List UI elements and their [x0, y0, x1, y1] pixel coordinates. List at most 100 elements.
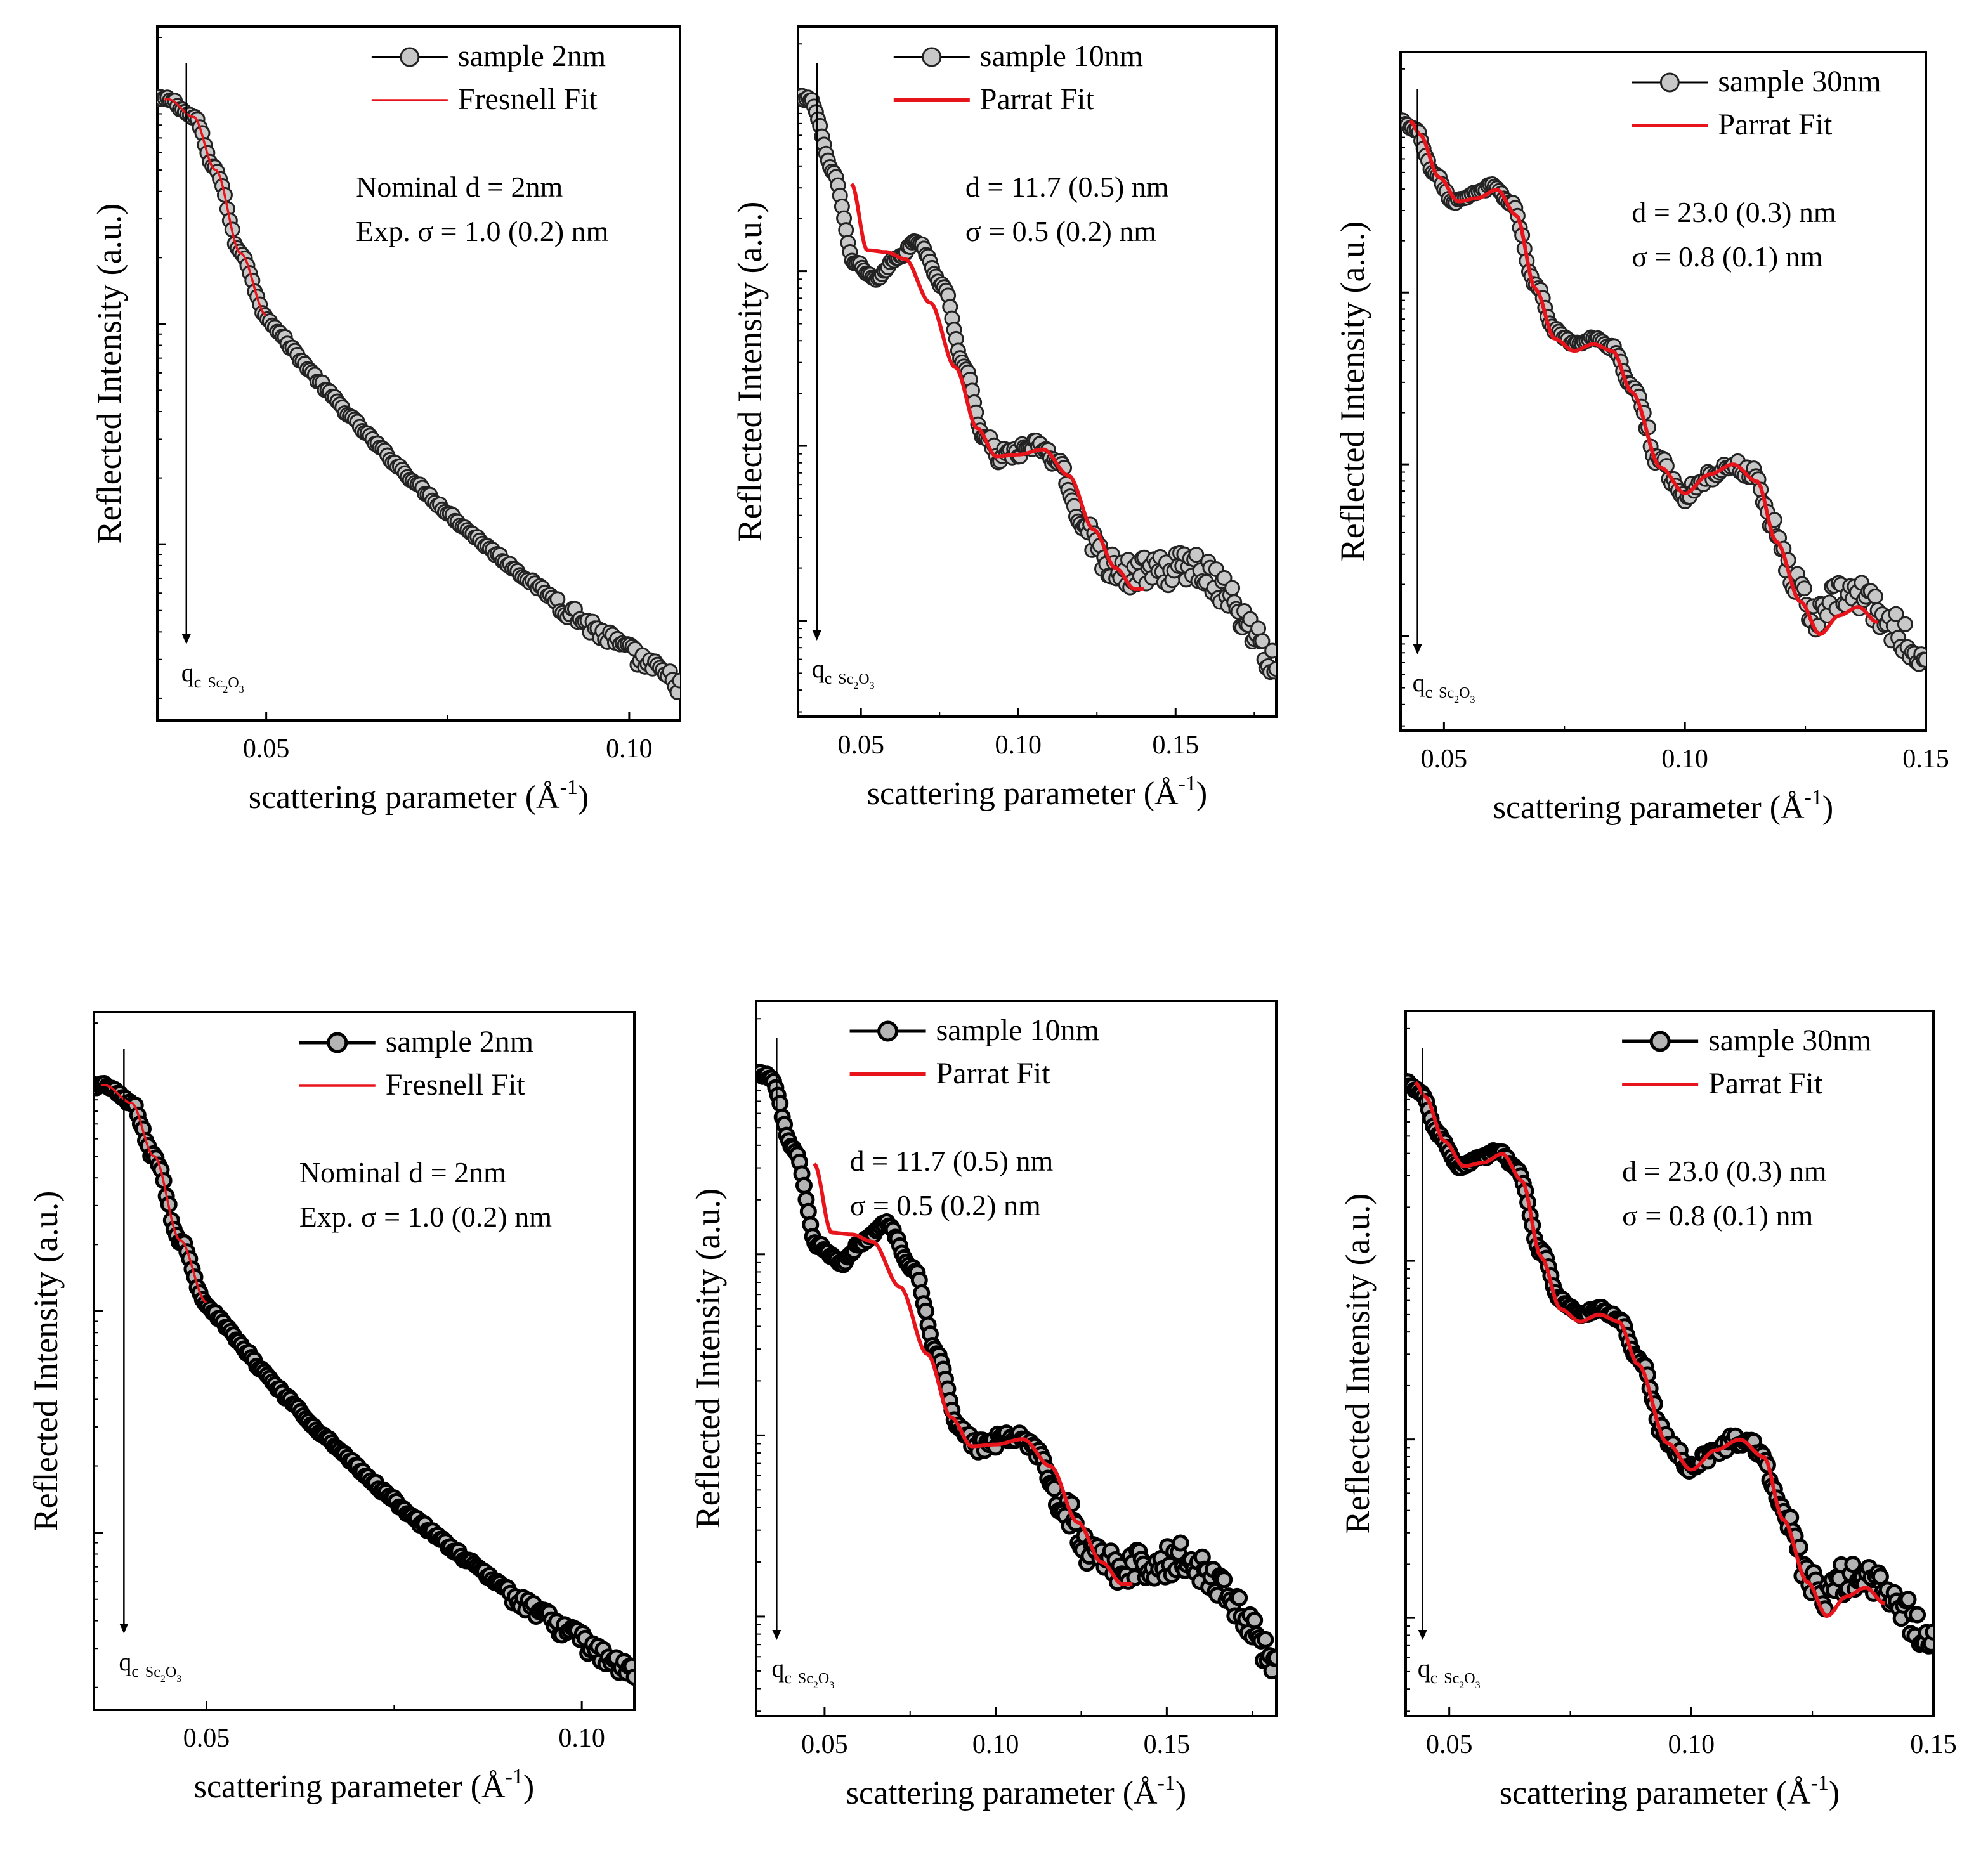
data-point: [1257, 1631, 1274, 1648]
y-axis-ticks: [756, 1018, 765, 1712]
x-tick-label: 0.05: [1421, 745, 1468, 774]
data-point: [1267, 1649, 1276, 1667]
qc-label: qc Sc2O3: [771, 1654, 834, 1691]
data-point: [838, 222, 854, 238]
fit-parameter-annotation: σ = 0.8 (0.1) nm: [1632, 240, 1822, 273]
fit-parameter-annotation: σ = 0.8 (0.1) nm: [1622, 1199, 1813, 1232]
x-axis-ticks: 0.05 0.10 0.15: [1421, 722, 1949, 774]
y-axis-ticks: [1406, 1027, 1415, 1712]
plot-area: [157, 89, 680, 700]
x-tick-label: 0.15: [1902, 745, 1949, 774]
data-point: [1925, 1623, 1933, 1641]
x-tick-label: 0.10: [1668, 1730, 1715, 1759]
data-point: [771, 1095, 789, 1112]
chart-panel-row2-2nm: 0.05 0.10 scattering parameter (Å-1) Reflec…: [27, 1011, 636, 1805]
plot-area: [1401, 112, 1926, 672]
x-axis-label: scattering parameter (Å-1): [867, 772, 1208, 812]
data-point: [1897, 616, 1913, 632]
y-axis-ticks: [94, 1022, 103, 1688]
data-point: [795, 1176, 813, 1194]
x-tick-label: 0.10: [1661, 745, 1708, 774]
x-tick-label: 0.10: [995, 731, 1042, 760]
qc-label: qc Sc2O3: [119, 1648, 181, 1684]
data-point: [1224, 580, 1241, 596]
legend-label: Fresnell Fit: [458, 82, 598, 116]
y-axis-label: Reflected Intensity (a.u.): [27, 1191, 65, 1532]
chart-panel-row1-2nm: 0.05 0.10 scattering parameter (Å-1) Reflec…: [90, 25, 681, 816]
x-axis-label: scattering parameter (Å-1): [194, 1765, 535, 1805]
qc-label: qc Sc2O3: [812, 654, 875, 691]
fit-curve-Parrat-Fit: [1414, 1081, 1886, 1618]
x-tick-label: 0.05: [183, 1724, 230, 1753]
x-tick-label: 0.10: [606, 734, 653, 764]
legend-marker: [400, 47, 420, 67]
plot-frame: [1399, 51, 1927, 732]
x-tick-label: 0.15: [1144, 1730, 1191, 1759]
fit-parameter-annotation: Exp. σ = 1.0 (0.2) nm: [356, 215, 608, 247]
data-point: [1796, 580, 1812, 597]
fit-curve-Parrat-Fit: [849, 183, 1144, 591]
data-point: [1899, 1591, 1917, 1608]
legend-label: sample 2nm: [386, 1025, 533, 1058]
x-tick-label: 0.05: [837, 731, 884, 760]
x-axis-ticks: 0.05 0.10 0.15: [801, 1707, 1253, 1759]
x-tick-label: 0.05: [1426, 1730, 1473, 1759]
data-point: [1909, 1606, 1926, 1624]
qc-label: qc Sc2O3: [1413, 668, 1475, 705]
legend-label: sample 10nm: [936, 1013, 1099, 1047]
data-point: [1188, 547, 1205, 563]
x-axis-ticks: 0.05 0.10 0.15: [1426, 1707, 1957, 1759]
legend: sample 10nm Parrat Fit: [849, 1013, 1099, 1090]
chart-panel-row2-30nm: 0.05 0.10 0.15 scattering parameter (Å-1) Re…: [1338, 1010, 1957, 1811]
legend-label: sample 30nm: [1718, 65, 1881, 98]
fit-parameter-annotation: Nominal d = 2nm: [299, 1156, 506, 1188]
legend: sample 30nm Parrat Fit: [1632, 65, 1881, 141]
qc-arrow-head: [812, 630, 821, 641]
qc-label: qc Sc2O3: [181, 658, 244, 695]
fit-parameter-annotation: d = 11.7 (0.5) nm: [850, 1145, 1054, 1177]
fit-parameter-annotation: σ = 0.5 (0.2) nm: [965, 215, 1156, 247]
y-axis-label: Reflected Intensity (a.u.): [731, 202, 769, 542]
legend-label: Parrat Fit: [980, 82, 1095, 116]
x-tick-label: 0.15: [1910, 1730, 1957, 1759]
plot-area: [756, 1064, 1276, 1680]
plot-frame: [93, 1011, 636, 1711]
legend-label: sample 10nm: [980, 39, 1143, 73]
legend-label: Parrat Fit: [1718, 108, 1833, 141]
data-point: [1871, 1568, 1889, 1586]
x-tick-label: 0.10: [558, 1724, 605, 1753]
data-point: [1918, 651, 1926, 668]
x-axis-label: scattering parameter (Å-1): [249, 776, 589, 816]
fit-curve-Parrat-Fit: [813, 1162, 1133, 1586]
y-axis-label: Reflected Intensity (a.u.): [689, 1188, 727, 1529]
y-axis-label: Reflected Intensity (a.u.): [1338, 1194, 1377, 1534]
legend-marker: [922, 47, 942, 67]
legend: sample 2nm Fresnell Fit: [299, 1025, 533, 1102]
x-tick-label: 0.15: [1153, 731, 1200, 760]
fit-parameter-annotation: Nominal d = 2nm: [356, 171, 563, 203]
fit-parameter-annotation: d = 11.7 (0.5) nm: [965, 171, 1169, 203]
data-point: [799, 1202, 817, 1220]
fit-curve-Fresnell-Fit: [164, 98, 267, 316]
data-point: [1264, 642, 1276, 659]
fit-parameter-annotation: σ = 0.5 (0.2) nm: [850, 1189, 1041, 1221]
legend: sample 30nm Parrat Fit: [1622, 1024, 1871, 1100]
x-tick-label: 0.05: [243, 734, 290, 764]
qc-arrow-head: [119, 1624, 129, 1634]
chart-panel-row2-10nm: 0.05 0.10 0.15 scattering parameter (Å-1) Re…: [689, 1000, 1278, 1811]
plot-frame: [156, 25, 681, 722]
y-axis-label: Reflected Intensity (a.u.): [90, 204, 128, 544]
plot-frame: [1404, 1010, 1935, 1717]
legend-label: sample 30nm: [1708, 1024, 1871, 1057]
fit-curve-Fresnell-Fit: [101, 1084, 207, 1304]
plot-area: [94, 1074, 634, 1686]
legend-marker: [1659, 72, 1680, 93]
legend-marker: [1649, 1031, 1671, 1052]
chart-panel-row1-10nm: 0.05 0.10 0.15 scattering parameter (Å-1) Re…: [731, 25, 1278, 812]
fit-parameter-annotation: d = 23.0 (0.3) nm: [1622, 1155, 1827, 1187]
plot-area: [798, 88, 1276, 681]
data-point: [1215, 1571, 1233, 1589]
legend-marker: [877, 1020, 899, 1042]
fit-parameter-annotation: d = 23.0 (0.3) nm: [1632, 196, 1836, 228]
